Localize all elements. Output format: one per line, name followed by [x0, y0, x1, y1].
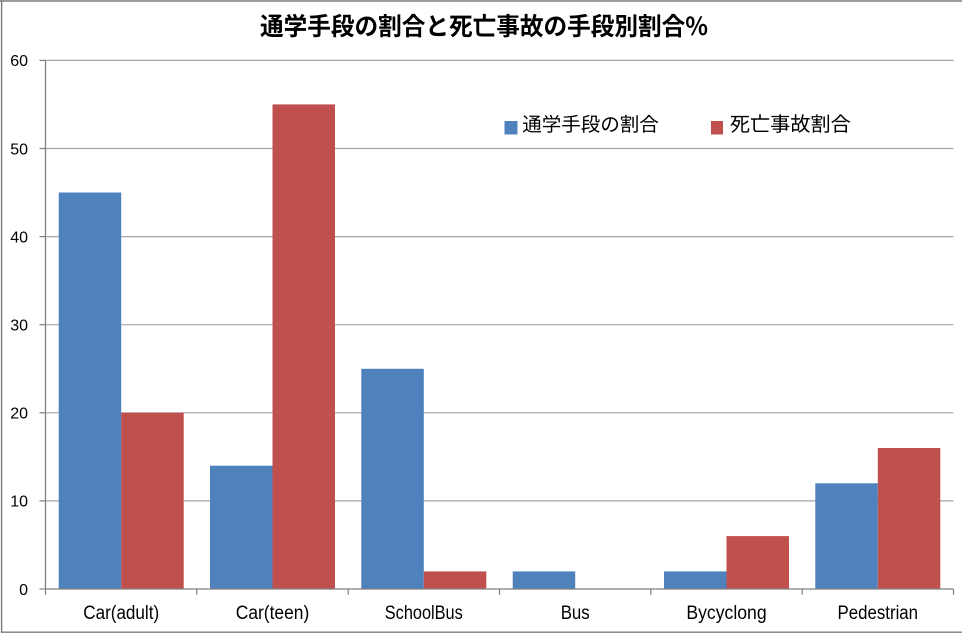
svg-text:30: 30: [10, 318, 28, 335]
svg-text:50: 50: [10, 141, 28, 158]
svg-text:Pedestrian: Pedestrian: [838, 603, 919, 624]
svg-text:Bycyclong: Bycyclong: [686, 603, 766, 624]
svg-text:Car(teen): Car(teen): [236, 603, 310, 624]
svg-text:60: 60: [10, 53, 28, 70]
svg-text:40: 40: [10, 229, 28, 246]
svg-text:SchoolBus: SchoolBus: [385, 603, 463, 624]
svg-text:Bus: Bus: [561, 603, 590, 624]
svg-text:10: 10: [10, 494, 28, 511]
svg-text:20: 20: [10, 406, 28, 423]
svg-text:0: 0: [19, 582, 28, 599]
svg-text:Car(adult): Car(adult): [83, 603, 159, 624]
